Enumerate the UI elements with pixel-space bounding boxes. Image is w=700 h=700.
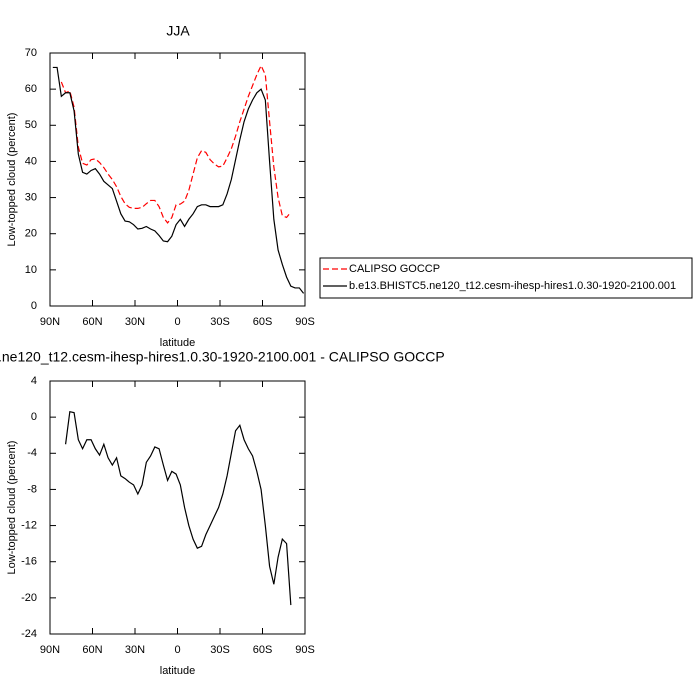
x-tick-label: 90N [40,316,60,328]
y-tick-label: 10 [25,264,37,276]
x-tick-label: 90N [40,644,60,656]
legend: CALIPSO GOCCP b.e13.BHISTC5.ne120_t12.ces… [319,257,693,299]
y-tick-label: -16 [21,556,37,568]
data-line [52,66,305,294]
legend-label: CALIPSO GOCCP [349,263,440,275]
chart-title: JJA [166,23,190,39]
chart-title: .ne120_t12.cesm-ihesp-hires1.0.30-1920-2… [0,349,445,365]
y-tick-label: 70 [25,47,37,59]
x-axis-label: latitude [160,337,195,349]
data-line [64,410,292,606]
y-axis-label: Low-topped cloud (percent) [6,441,18,575]
y-tick-label: 0 [31,300,37,312]
plot-frame [49,52,306,307]
plot-frame [49,380,306,635]
x-tick-label: 60S [253,644,273,656]
y-tick-label: -12 [21,519,37,531]
x-tick-label: 60N [82,644,102,656]
y-tick-label: 20 [25,228,37,240]
y-tick-label: -20 [21,592,37,604]
y-tick-label: 40 [25,155,37,167]
x-tick-label: 60N [82,316,102,328]
x-tick-label: 30S [210,644,230,656]
x-axis-label: latitude [160,665,195,677]
y-axis-label: Low-topped cloud (percent) [6,113,18,247]
y-tick-label: 30 [25,191,37,203]
x-tick-label: 90S [295,644,315,656]
x-tick-label: 30S [210,316,230,328]
legend-box [319,257,693,299]
x-tick-label: 30N [125,316,145,328]
legend-label: b.e13.BHISTC5.ne120_t12.cesm-ihesp-hires… [349,280,676,292]
y-tick-label: -8 [27,483,37,495]
x-tick-label: 60S [253,316,273,328]
y-tick-label: -4 [27,447,37,459]
x-tick-label: 90S [295,316,315,328]
data-line [60,64,292,224]
y-tick-label: 0 [31,411,37,423]
y-tick-label: 60 [25,83,37,95]
x-tick-label: 30N [125,644,145,656]
y-tick-label: 4 [31,375,37,387]
x-tick-label: 0 [174,316,180,328]
y-tick-label: 50 [25,119,37,131]
x-tick-label: 0 [174,644,180,656]
y-tick-label: -24 [21,628,37,640]
